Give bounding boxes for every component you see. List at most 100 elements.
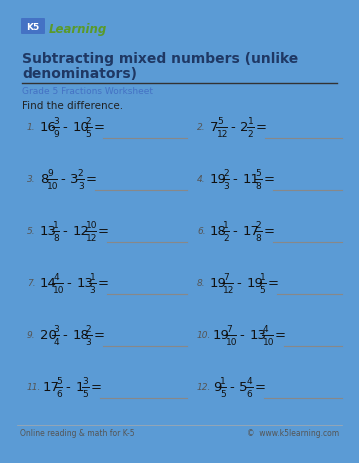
Text: 20: 20	[40, 329, 57, 342]
Text: =: =	[98, 277, 108, 290]
Text: -: -	[65, 381, 70, 394]
Text: 11.: 11.	[27, 383, 41, 392]
Text: 17: 17	[43, 381, 60, 394]
Text: 9: 9	[47, 169, 53, 178]
Text: Online reading & math for K-5: Online reading & math for K-5	[20, 429, 135, 438]
Text: 10: 10	[47, 181, 59, 191]
Text: =: =	[255, 381, 266, 394]
Text: 3: 3	[70, 173, 79, 186]
Text: 9: 9	[213, 381, 222, 394]
Text: -: -	[60, 173, 65, 186]
Text: 16: 16	[40, 121, 57, 134]
Text: 1.: 1.	[27, 123, 36, 132]
Text: 2: 2	[248, 130, 253, 139]
Text: 8.: 8.	[197, 279, 206, 288]
Text: ©  www.k5learning.com: © www.k5learning.com	[247, 429, 339, 438]
Text: 6: 6	[56, 389, 62, 398]
Text: 1: 1	[53, 220, 59, 230]
Text: 2: 2	[85, 324, 91, 333]
Text: 12: 12	[218, 130, 229, 139]
Text: =: =	[264, 225, 275, 238]
Text: =: =	[267, 277, 279, 290]
Text: =: =	[98, 225, 108, 238]
Text: 5: 5	[56, 376, 62, 385]
Text: 1: 1	[75, 381, 84, 394]
Text: 2: 2	[223, 233, 229, 243]
Text: 10: 10	[53, 285, 65, 294]
Text: =: =	[94, 329, 104, 342]
Text: 13: 13	[76, 277, 93, 290]
Text: 4: 4	[53, 337, 59, 346]
Text: -: -	[66, 277, 71, 290]
Text: 18: 18	[210, 225, 227, 238]
Text: 1: 1	[89, 272, 95, 282]
Text: 3: 3	[85, 337, 91, 346]
Text: 19: 19	[210, 277, 227, 290]
Text: 4: 4	[262, 324, 268, 333]
Text: 10: 10	[262, 337, 274, 346]
Text: 8: 8	[256, 181, 261, 191]
Text: 5: 5	[256, 169, 261, 178]
Text: -: -	[62, 121, 67, 134]
Text: 3: 3	[89, 285, 95, 294]
Text: Subtracting mixed numbers (unlike: Subtracting mixed numbers (unlike	[22, 52, 298, 66]
Text: 8: 8	[256, 233, 261, 243]
Text: 2: 2	[223, 169, 229, 178]
Text: 3: 3	[83, 376, 88, 385]
Text: Learning: Learning	[49, 22, 107, 36]
Text: 11: 11	[242, 173, 259, 186]
Text: -: -	[232, 225, 237, 238]
Text: 5: 5	[83, 389, 88, 398]
Text: 18: 18	[72, 329, 89, 342]
Text: 4.: 4.	[197, 175, 206, 184]
Text: 10.: 10.	[197, 331, 211, 340]
Text: 8: 8	[40, 173, 48, 186]
Text: 10: 10	[72, 121, 89, 134]
Text: 3.: 3.	[27, 175, 36, 184]
Text: 5: 5	[218, 117, 223, 126]
Text: 3: 3	[223, 181, 229, 191]
Text: 2: 2	[256, 220, 261, 230]
Text: 7: 7	[226, 324, 232, 333]
Text: 12.: 12.	[197, 383, 211, 392]
Text: =: =	[275, 329, 285, 342]
Text: 10: 10	[226, 337, 238, 346]
Text: 17: 17	[242, 225, 259, 238]
Text: 2: 2	[85, 117, 91, 126]
Text: 10: 10	[85, 220, 97, 230]
Text: =: =	[94, 121, 104, 134]
Text: 5: 5	[85, 130, 91, 139]
FancyBboxPatch shape	[21, 19, 45, 35]
Text: -: -	[239, 329, 244, 342]
Text: =: =	[264, 173, 275, 186]
Text: -: -	[230, 121, 235, 134]
Text: 19: 19	[210, 173, 227, 186]
Text: =: =	[86, 173, 97, 186]
Text: -: -	[62, 225, 67, 238]
Text: Grade 5 Fractions Worksheet: Grade 5 Fractions Worksheet	[22, 87, 153, 96]
Text: -: -	[62, 329, 67, 342]
Text: 7: 7	[223, 272, 229, 282]
Text: 4: 4	[53, 272, 59, 282]
Text: 1: 1	[248, 117, 253, 126]
Text: K5: K5	[26, 24, 39, 32]
Text: 14: 14	[40, 277, 57, 290]
Text: -: -	[236, 277, 241, 290]
Text: 7.: 7.	[27, 279, 36, 288]
Text: 19: 19	[246, 277, 263, 290]
Text: 13: 13	[249, 329, 266, 342]
Text: 9.: 9.	[27, 331, 36, 340]
Text: 12: 12	[223, 285, 235, 294]
Text: 1: 1	[223, 220, 229, 230]
Text: 4: 4	[247, 376, 252, 385]
Text: 2: 2	[241, 121, 249, 134]
Text: 19: 19	[213, 329, 230, 342]
Text: 5.: 5.	[27, 227, 36, 236]
Text: 7: 7	[210, 121, 219, 134]
Text: 6: 6	[247, 389, 252, 398]
Text: 12: 12	[85, 233, 97, 243]
Text: Find the difference.: Find the difference.	[22, 101, 123, 111]
Text: =: =	[91, 381, 102, 394]
Text: 1: 1	[220, 376, 226, 385]
Text: 12: 12	[72, 225, 89, 238]
